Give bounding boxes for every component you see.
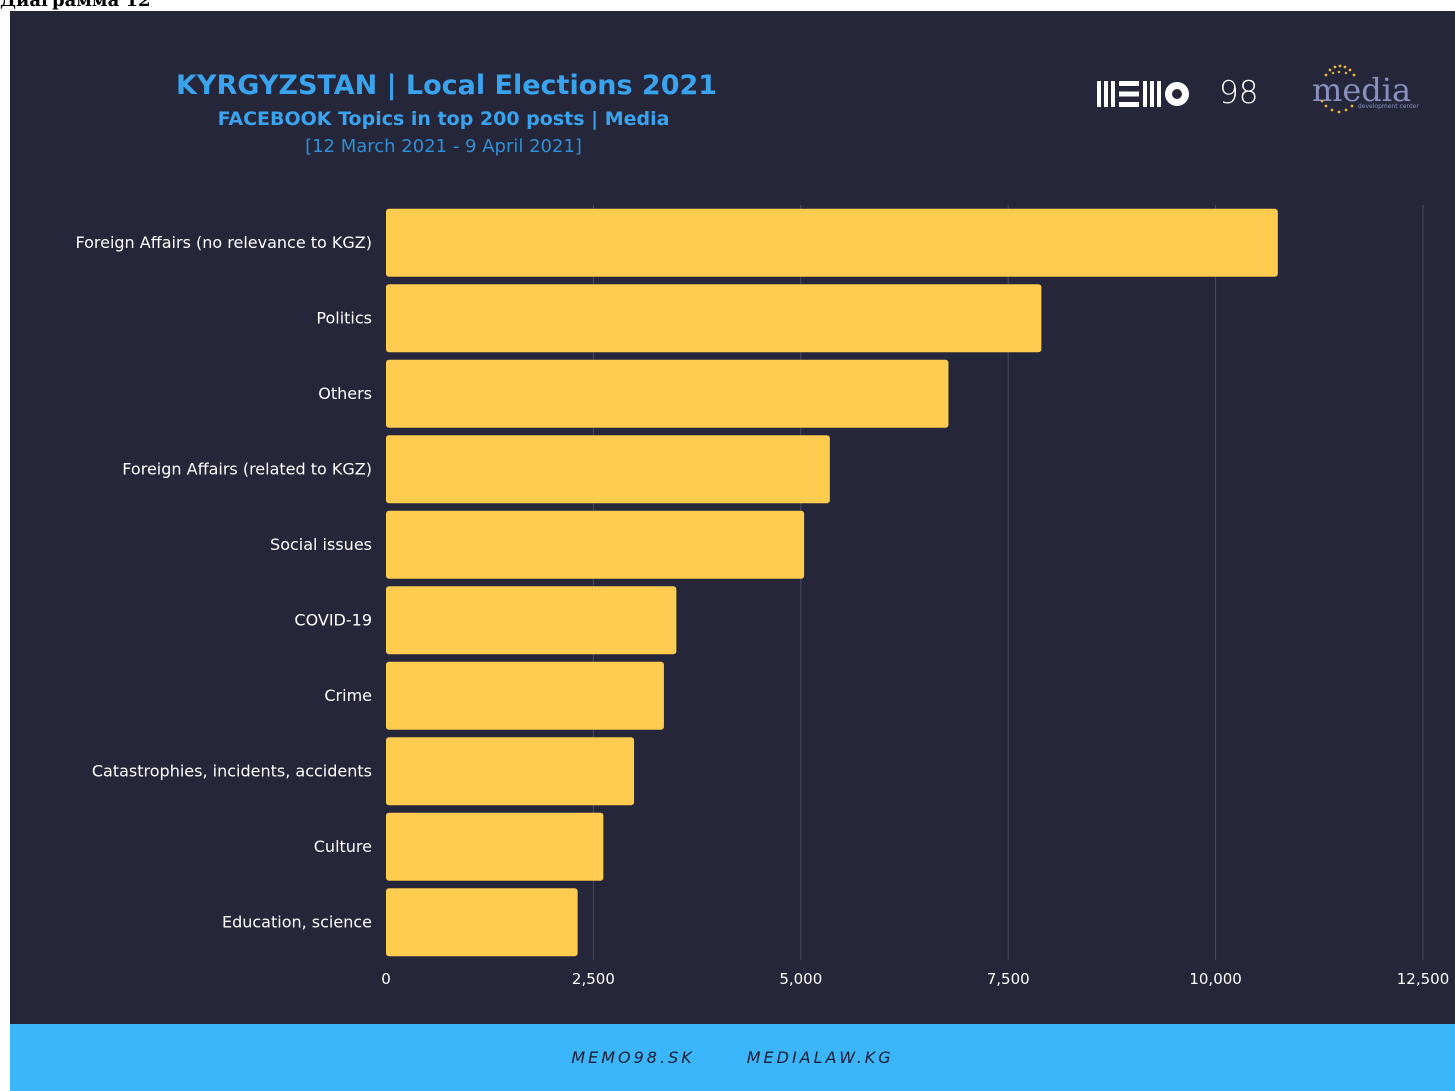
category-label: Foreign Affairs (no relevance to KGZ) — [75, 233, 372, 252]
media-development-center-logo: media development center — [1312, 64, 1419, 114]
chart-title: KYRGYZSTAN | Local Elections 2021 — [176, 70, 718, 101]
bar — [386, 359, 949, 428]
document-caption: Диаграмма 12 — [0, 0, 151, 11]
x-tick-label: 10,000 — [1189, 970, 1242, 988]
category-label: Others — [318, 384, 372, 403]
chart-subtitle: FACEBOOK Topics in top 200 posts | Media — [217, 108, 670, 130]
category-label: Foreign Affairs (related to KGZ) — [122, 459, 372, 478]
footer-link-memo98[interactable]: MEMO98.SK — [571, 1048, 695, 1067]
category-label: COVID-19 — [294, 610, 372, 629]
x-tick-label: 2,500 — [572, 970, 615, 988]
x-axis-tick-labels: 0 2,500 5,000 7,500 10,000 12,500 — [381, 970, 1449, 988]
x-tick-label: 12,500 — [1397, 970, 1450, 988]
category-label: Crime — [324, 686, 372, 705]
bar — [386, 661, 664, 730]
media-logo-subtext: development center — [1358, 103, 1419, 110]
bar — [386, 586, 677, 655]
memo98-number: 98 — [1219, 75, 1259, 111]
stars-icon — [1320, 64, 1356, 114]
category-label: Culture — [314, 837, 372, 856]
bar — [386, 888, 578, 957]
media-logo-text: media — [1312, 71, 1411, 109]
footer-banner: MEMO98.SK MEDIALAW.KG — [10, 1024, 1455, 1091]
category-label: Politics — [316, 308, 372, 327]
chart-date-range: [12 March 2021 - 9 April 2021] — [305, 136, 582, 157]
bars — [386, 208, 1278, 957]
category-label: Catastrophies, incidents, accidents — [92, 761, 372, 780]
x-tick-label: 5,000 — [779, 970, 822, 988]
bar — [386, 812, 604, 881]
category-label: Education, science — [222, 912, 372, 931]
memo-letters-icon — [1097, 81, 1189, 107]
bar — [386, 284, 1042, 353]
memo98-logo: 98 — [1097, 75, 1258, 111]
bar — [386, 510, 805, 579]
footer-link-medialaw[interactable]: MEDIALAW.KG — [746, 1048, 894, 1067]
title-block: KYRGYZSTAN | Local Elections 2021 FACEBO… — [176, 69, 718, 161]
category-label: Social issues — [270, 535, 372, 554]
x-tick-label: 0 — [381, 970, 391, 988]
bar — [386, 435, 830, 504]
bar — [386, 737, 635, 806]
category-labels: Foreign Affairs (no relevance to KGZ) Pol… — [75, 233, 372, 932]
bar — [386, 208, 1278, 277]
x-tick-label: 7,500 — [987, 970, 1030, 988]
